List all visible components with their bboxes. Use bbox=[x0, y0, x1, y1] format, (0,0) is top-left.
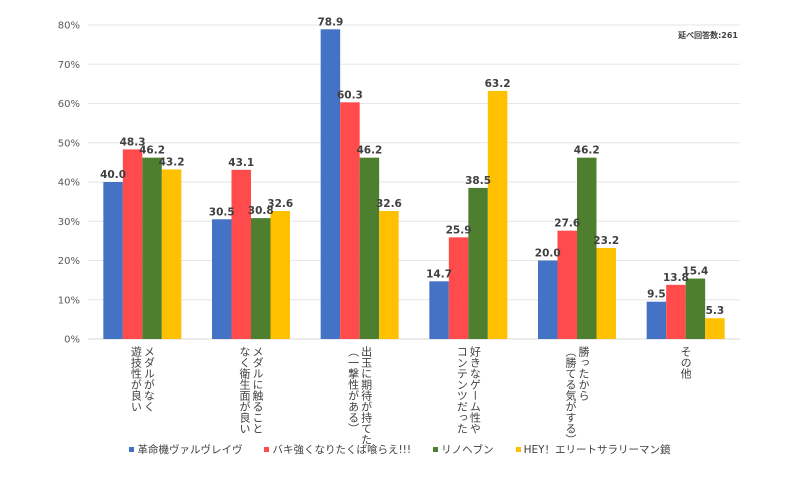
y-tick-label: 30% bbox=[58, 217, 80, 228]
bar bbox=[487, 90, 508, 339]
legend-label: HEY！エリートサラリーマン鏡 bbox=[523, 444, 671, 456]
category-label: メダルに触ること なく衛生面が良い bbox=[238, 346, 264, 434]
legend-swatch bbox=[129, 447, 135, 452]
response-count-note: 延べ回答数:261 bbox=[677, 30, 738, 40]
bar bbox=[359, 157, 380, 339]
data-label: 5.3 bbox=[706, 305, 725, 317]
data-label: 63.2 bbox=[485, 78, 511, 90]
y-tick-label: 70% bbox=[58, 60, 80, 71]
data-label: 43.2 bbox=[159, 156, 185, 168]
data-label: 9.5 bbox=[647, 289, 666, 301]
bar bbox=[468, 187, 488, 339]
y-tick-label: 50% bbox=[58, 138, 80, 149]
bar bbox=[577, 157, 597, 339]
data-label: 46.2 bbox=[356, 145, 382, 157]
data-label: 60.3 bbox=[337, 89, 363, 101]
data-label: 23.2 bbox=[593, 235, 619, 247]
bar bbox=[448, 237, 469, 339]
data-label: 32.6 bbox=[376, 198, 402, 210]
data-label: 48.3 bbox=[120, 136, 146, 148]
bar bbox=[666, 284, 686, 339]
data-label: 43.1 bbox=[228, 157, 254, 169]
bar bbox=[646, 301, 667, 339]
gridlines bbox=[88, 24, 740, 340]
legend-label: バキ強くなりたくば喰らえ!!! bbox=[272, 444, 412, 456]
bars bbox=[103, 29, 725, 339]
legend-swatch bbox=[433, 447, 439, 452]
legend-swatch bbox=[264, 447, 270, 452]
data-label: 25.9 bbox=[446, 224, 472, 236]
bar bbox=[429, 281, 449, 339]
data-label: 78.9 bbox=[317, 16, 343, 28]
data-label: 38.5 bbox=[465, 175, 491, 187]
category-label: 好きなゲーム性や コンテンツだった bbox=[455, 346, 482, 434]
bar bbox=[122, 149, 143, 339]
legend-swatch bbox=[515, 447, 521, 452]
y-tick-label: 0% bbox=[64, 335, 80, 346]
y-tick-label: 80% bbox=[58, 21, 80, 32]
bar bbox=[538, 260, 558, 339]
data-label: 13.8 bbox=[663, 272, 689, 284]
legend-label: リノヘブン bbox=[441, 444, 494, 456]
bar bbox=[705, 318, 725, 339]
data-labels: 40.048.346.243.230.543.130.832.678.960.3… bbox=[100, 16, 724, 317]
y-tick-label: 60% bbox=[58, 99, 80, 110]
legend: 革命機ヴァルヴレイヴ バキ強くなりたくば喰らえ!!! リノヘブン HEY！エリートサラ… bbox=[0, 442, 800, 457]
data-label: 32.6 bbox=[267, 198, 293, 210]
bar bbox=[557, 230, 577, 339]
category-label: その他 bbox=[679, 346, 693, 379]
legend-item: HEY！エリートサラリーマン鏡 bbox=[515, 442, 671, 457]
legend-item: 革命機ヴァルヴレイヴ bbox=[129, 442, 242, 457]
data-label: 30.5 bbox=[209, 206, 235, 218]
bar bbox=[270, 211, 290, 339]
category-label: 出玉に期待が持てた （一撃性がある） bbox=[346, 346, 373, 445]
legend-item: リノヘブン bbox=[433, 442, 494, 457]
data-label: 46.2 bbox=[139, 145, 165, 157]
y-axis-ticks: 0% 10% 20% 30% 40% 50% 60% 70% 80% bbox=[58, 21, 80, 346]
legend-item: バキ強くなりたくば喰らえ!!! bbox=[264, 442, 411, 457]
bar bbox=[231, 169, 251, 339]
data-label: 15.4 bbox=[682, 266, 708, 278]
data-label: 27.6 bbox=[554, 218, 580, 230]
bar bbox=[251, 218, 271, 339]
y-tick-label: 20% bbox=[58, 256, 80, 267]
data-label: 20.0 bbox=[535, 248, 561, 260]
data-label: 46.2 bbox=[574, 145, 600, 157]
bar bbox=[142, 157, 162, 339]
y-tick-label: 40% bbox=[58, 178, 80, 189]
y-tick-label: 10% bbox=[58, 295, 80, 306]
bar bbox=[320, 29, 341, 339]
category-label: メダルがなく 遊技性が良い bbox=[129, 346, 156, 412]
bar bbox=[379, 211, 399, 339]
category-label: 勝ったから （勝てる気がする） bbox=[564, 346, 590, 445]
bar bbox=[685, 278, 706, 339]
bar bbox=[596, 247, 616, 339]
data-label: 14.7 bbox=[426, 268, 452, 280]
bar bbox=[340, 102, 360, 339]
data-label: 40.0 bbox=[100, 169, 126, 181]
legend-label: 革命機ヴァルヴレイヴ bbox=[137, 444, 243, 456]
bar bbox=[103, 182, 123, 339]
bar bbox=[161, 169, 182, 339]
data-label: 30.8 bbox=[248, 205, 274, 217]
bar bbox=[212, 219, 232, 339]
